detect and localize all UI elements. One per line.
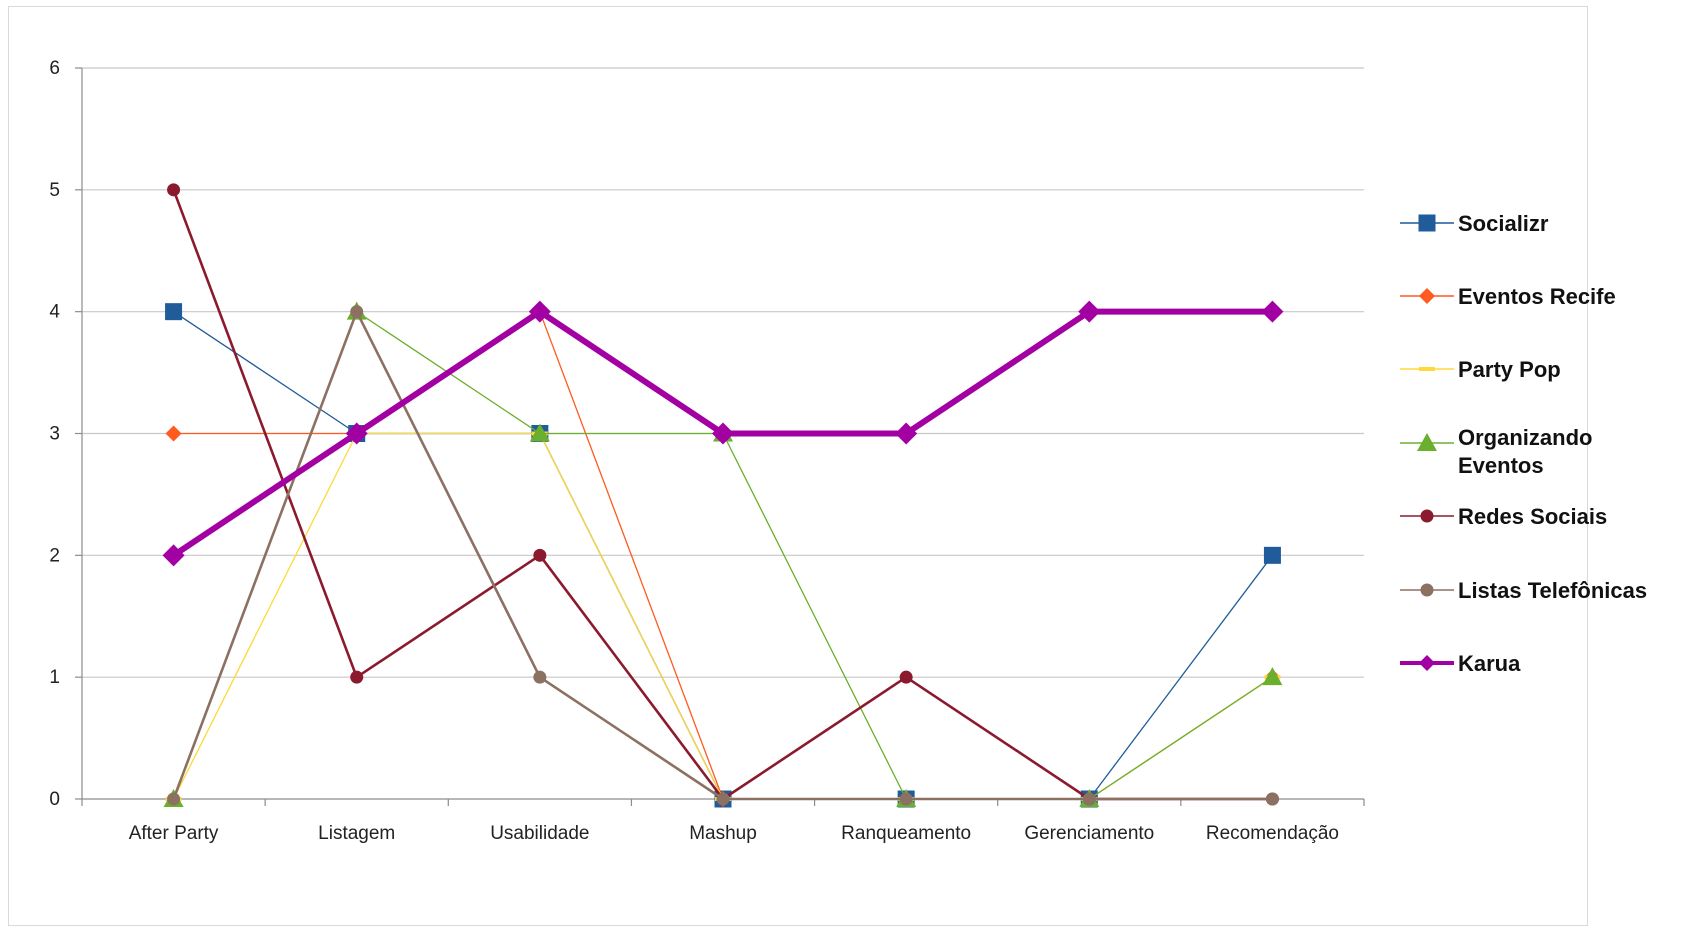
series-line [172,189,1273,801]
data-point [533,670,547,684]
data-point [1078,300,1101,323]
data-point [529,423,550,442]
legend-item: Organizando Eventos [1400,425,1592,478]
legend-marker [1417,433,1437,451]
legend-marker [1420,509,1434,523]
data-point [350,670,364,684]
x-tick-label: Ranqueamento [841,823,971,844]
gridlines [82,67,1364,678]
data-point [165,303,183,321]
y-tick-label: 2 [49,545,60,566]
x-tick-labels: After Party Listagem Usabilidade Mashup Ranq… [129,823,1339,844]
y-tick-label: 6 [49,58,60,79]
data-point [712,422,734,445]
x-tick-label: After Party [129,823,219,844]
legend-item: Eventos Recife [1400,284,1616,309]
y-tick-label: 4 [49,302,60,323]
legend-item: Listas Telefônicas [1400,578,1647,603]
legend-label: Socializr [1458,211,1549,236]
series-line [172,432,1273,800]
data-point [533,548,547,562]
data-point [1263,546,1281,564]
data-point [1265,792,1279,806]
chart-frame [8,6,1588,926]
data-point [895,422,918,445]
x-tick-label: Gerenciamento [1024,823,1154,844]
series-lines [162,183,1284,808]
x-tick-label: Recomendação [1206,823,1339,844]
legend-item: Redes Sociais [1400,504,1607,529]
data-point [716,792,730,806]
data-point [162,544,185,567]
y-tick-label: 5 [49,180,60,201]
legend-item: Socializr [1400,211,1549,236]
y-tick-labels: 0 1 2 3 4 5 6 [49,58,60,810]
legend-marker [1418,214,1436,232]
x-tick-label: Listagem [318,823,395,844]
y-tick-label: 1 [49,667,60,688]
data-point [899,792,913,806]
x-tick-label: Mashup [689,823,757,844]
data-point [167,792,181,806]
data-point [1261,300,1284,323]
legend-label: Organizando Eventos [1458,425,1592,478]
legend-label: Party Pop [1458,357,1561,382]
y-tick-label: 0 [49,789,60,810]
legend-label: Redes Sociais [1458,504,1607,529]
series-redes-sociais [167,183,1279,806]
data-point [165,425,182,442]
data-point [345,422,368,445]
y-tick-label: 3 [49,424,60,445]
legend: Socializr Eventos Recife Party Pop Organiza… [1400,211,1647,676]
data-point [1082,792,1096,806]
x-tick-label: Usabilidade [490,823,589,844]
legend-marker [1419,288,1435,304]
legend-marker [1420,583,1434,597]
series-listas-telef-nicas [167,305,1279,806]
legend-marker [1419,655,1435,671]
data-point [899,670,913,684]
legend-label: Eventos Recife [1458,284,1616,309]
series-karua [162,300,1284,567]
data-point [167,183,181,197]
data-point [350,305,364,319]
legend-item: Karua [1400,651,1521,676]
data-point [528,300,551,323]
legend-label: Karua [1458,651,1521,676]
legend-label: Listas Telefônicas [1458,578,1647,603]
legend-marker [1419,367,1435,371]
data-point [1262,667,1283,686]
legend-item: Party Pop [1400,357,1561,382]
